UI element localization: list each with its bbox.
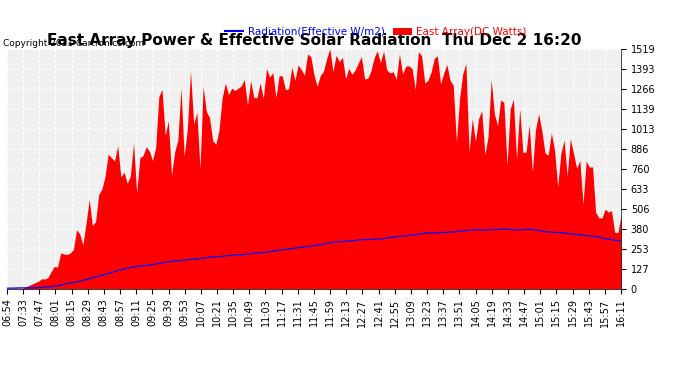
Text: Copyright 2021 Cartronics.com: Copyright 2021 Cartronics.com [3, 39, 145, 48]
Title: East Array Power & Effective Solar Radiation  Thu Dec 2 16:20: East Array Power & Effective Solar Radia… [47, 33, 581, 48]
Legend: Radiation(Effective W/m2), East Array(DC Watts): Radiation(Effective W/m2), East Array(DC… [221, 23, 530, 41]
